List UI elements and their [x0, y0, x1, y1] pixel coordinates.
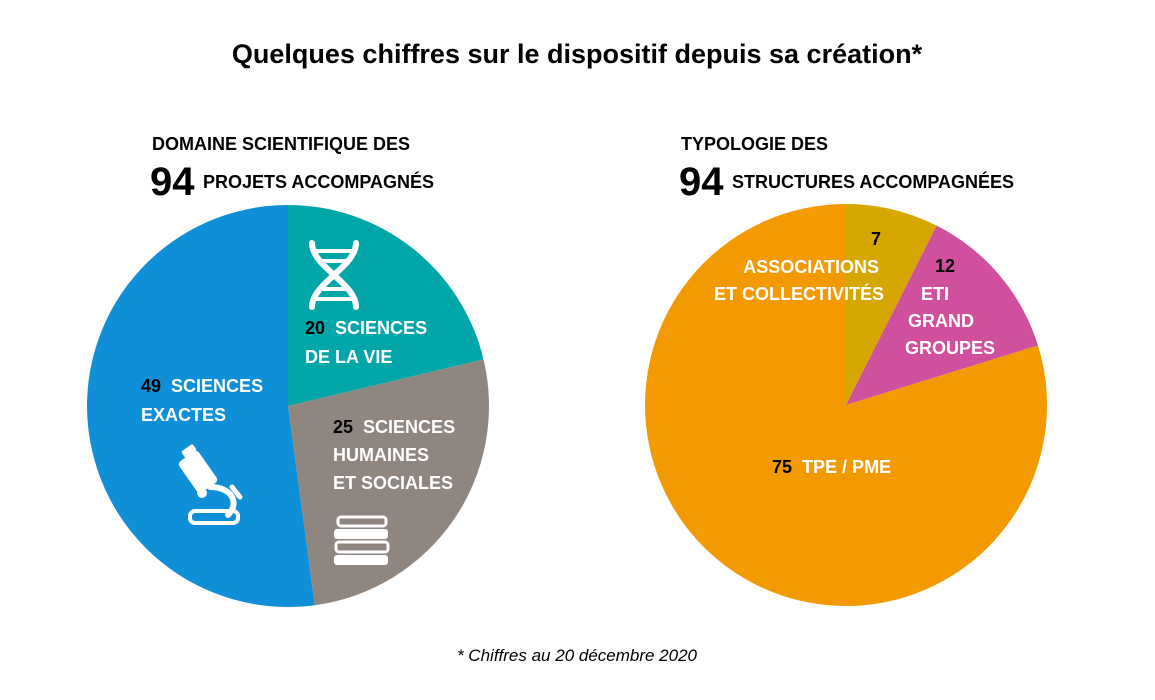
right-heading-line1: TYPOLOGIE DES — [681, 134, 828, 154]
label-sciences-humaines: 25 SCIENCES HUMAINES ET SOCIALES — [333, 417, 460, 493]
pie-slice-sciences-vie — [288, 205, 484, 406]
left-heading-line1: DOMAINE SCIENTIFIQUE DES — [152, 134, 410, 154]
pie-slice-associations — [846, 204, 937, 405]
left-pie — [87, 205, 489, 607]
label-sciences-vie-line2: DE LA VIE — [305, 347, 392, 367]
label-associations-line2: ET COLLECTIVITÉS — [714, 283, 884, 304]
value-sciences-humaines: 25 — [333, 417, 353, 437]
left-heading-line2: PROJETS ACCOMPAGNÉS — [203, 171, 434, 192]
label-sciences-exactes-line1: SCIENCES — [171, 376, 263, 396]
label-sciences-humaines-line2: HUMAINES — [333, 445, 429, 465]
label-tpe-pme-line1: TPE / PME — [802, 457, 891, 477]
label-eti-line1: ETI — [921, 284, 949, 304]
label-eti: ETI GRAND GROUPES — [905, 284, 995, 358]
label-sciences-humaines-line3: ET SOCIALES — [333, 473, 453, 493]
books-icon — [334, 515, 390, 565]
label-sciences-exactes: 49 SCIENCES EXACTES — [141, 376, 268, 425]
microscope-icon — [178, 444, 243, 525]
pie-slice-tpe-pme — [645, 204, 1048, 606]
value-sciences-exactes: 49 — [141, 376, 161, 396]
right-heading-line2: STRUCTURES ACCOMPAGNÉES — [732, 171, 1014, 192]
right-heading-number: 94 — [679, 160, 724, 204]
label-associations: ASSOCIATIONS ET COLLECTIVITÉS — [714, 257, 884, 304]
dna-icon — [309, 240, 359, 310]
label-sciences-humaines-line1: SCIENCES — [363, 417, 455, 437]
label-eti-line3: GROUPES — [905, 338, 995, 358]
value-sciences-vie: 20 — [305, 318, 325, 338]
label-tpe-pme: 75 TPE / PME — [772, 457, 891, 477]
label-sciences-exactes-line2: EXACTES — [141, 405, 226, 425]
label-sciences-vie: 20 SCIENCES DE LA VIE — [305, 318, 432, 367]
pie-slice-eti — [846, 225, 1038, 405]
right-pie — [645, 204, 1048, 606]
label-associations-line1: ASSOCIATIONS — [743, 257, 879, 277]
label-sciences-vie-line1: SCIENCES — [335, 318, 427, 338]
label-eti-line2: GRAND — [908, 311, 974, 331]
left-heading-number: 94 — [150, 160, 195, 204]
page-title: Quelques chiffres sur le dispositif depu… — [232, 39, 923, 69]
pie-slice-sciences-exactes — [87, 205, 315, 607]
value-associations: 7 — [871, 229, 881, 249]
value-eti: 12 — [935, 256, 955, 276]
pie-slice-sciences-humaines — [288, 359, 489, 606]
value-tpe-pme: 75 — [772, 457, 792, 477]
footnote: * Chiffres au 20 décembre 2020 — [457, 646, 698, 665]
